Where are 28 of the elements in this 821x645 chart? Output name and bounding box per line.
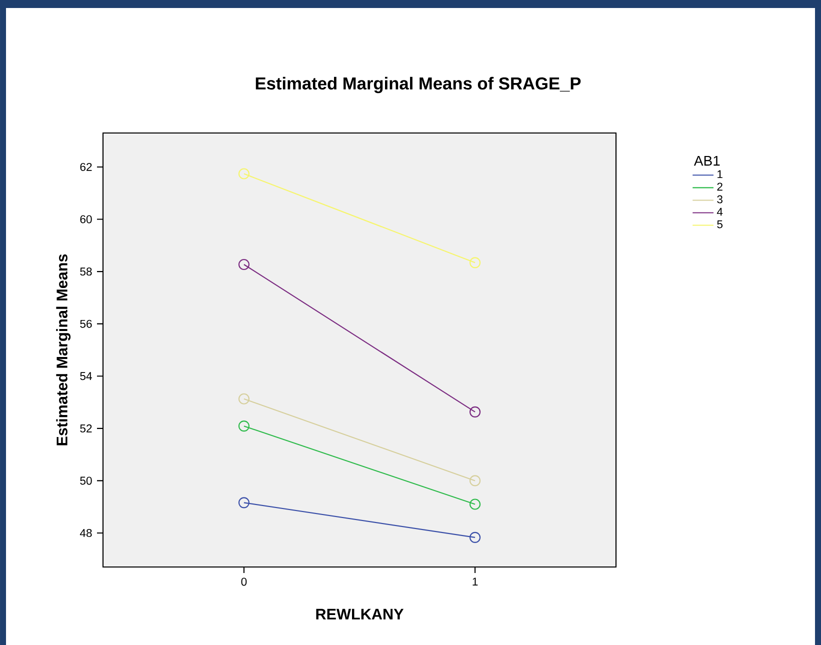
point	[238, 168, 250, 180]
y-tick-label: 60	[80, 215, 92, 224]
chart-title: Estimated Marginal Means of SRAGE_P	[256, 76, 581, 94]
point	[238, 497, 250, 508]
y-tick-label: 58	[80, 268, 92, 276]
y-axis-title: Estimated Marginal Means	[56, 254, 71, 446]
legend-label: 1	[718, 170, 722, 178]
y-tick-label: 50	[80, 476, 92, 485]
legend-label: 2	[717, 182, 722, 191]
y-tick-label: 62	[80, 162, 92, 171]
point	[470, 532, 481, 543]
legend-label: 4	[716, 208, 723, 216]
point	[470, 498, 481, 510]
point	[470, 475, 481, 486]
legend-label: 5	[717, 220, 723, 228]
y-tick-label: 52	[80, 424, 92, 432]
point	[470, 257, 481, 268]
legend-label: 3	[717, 195, 722, 204]
point	[238, 420, 250, 432]
point	[238, 393, 250, 404]
x-axis-title: REWLKANY	[316, 608, 404, 620]
y-tick-label: 48	[80, 528, 92, 538]
x-tick-label: 0	[241, 578, 247, 586]
y-tick-label: 56	[80, 320, 92, 328]
legend-title: AB1	[694, 156, 720, 166]
point	[238, 258, 250, 270]
y-tick-label: 54	[80, 372, 92, 380]
point	[470, 406, 481, 418]
